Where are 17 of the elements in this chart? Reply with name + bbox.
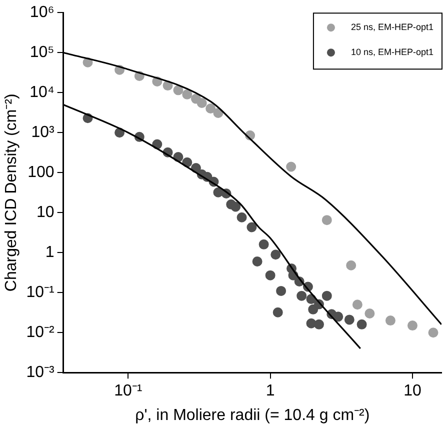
y-tick-label: 10 xyxy=(36,204,54,222)
y-tick-label: 10⁴ xyxy=(30,84,54,102)
y-tick-label: 10⁻³ xyxy=(26,364,55,382)
x-tick-label: 10⁻¹ xyxy=(114,382,142,400)
x-tick-label: 1 xyxy=(266,382,275,400)
y-tick-label: 10⁻² xyxy=(26,324,55,342)
legend-label: 10 ns, EM-HEP-opt1 xyxy=(350,47,434,58)
y-tick-label: 10⁻¹ xyxy=(26,284,54,302)
x-axis-title: ρ', in Moliere radii (= 10.4 g cm⁻²) xyxy=(135,406,370,424)
y-tick-label: 10⁶ xyxy=(30,4,54,22)
y-tick-label: 10⁵ xyxy=(30,44,54,62)
y-tick-label: 100 xyxy=(28,164,54,182)
legend-label: 25 ns, EM-HEP-opt1 xyxy=(350,22,434,32)
y-tick-label: 10³ xyxy=(31,124,55,142)
y-tick-label: 1 xyxy=(45,244,54,262)
x-tick-label: 10 xyxy=(404,382,422,400)
y-axis-title: Charged ICD Density (cm⁻²) xyxy=(3,94,20,292)
